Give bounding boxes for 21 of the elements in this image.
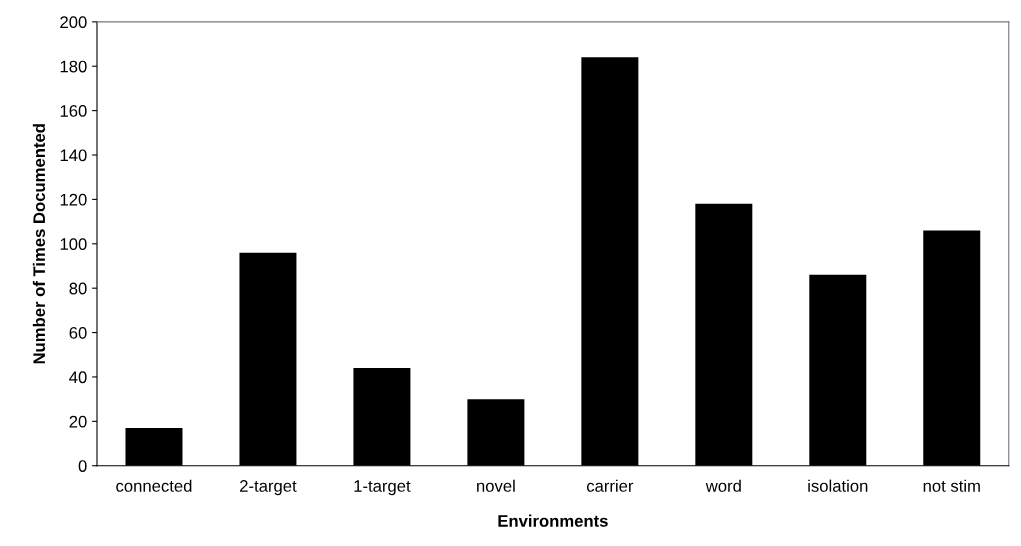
- x-tick-label: not stim: [923, 479, 980, 492]
- y-tick-label: 100: [60, 238, 87, 250]
- y-tick-label: 180: [60, 60, 87, 73]
- x-tick-label: novel: [477, 479, 515, 492]
- x-tick-label: carrier: [586, 479, 634, 492]
- x-tick-label: isolation: [808, 479, 868, 492]
- y-axis-title: Number of Times Documented: [32, 124, 46, 364]
- x-tick-label: 2-target: [240, 480, 297, 496]
- y-tick-label: 60: [69, 326, 87, 339]
- y-tick-label: 120: [60, 193, 87, 206]
- y-tick-label: 140: [60, 149, 87, 162]
- x-tick-label: word: [705, 479, 741, 492]
- x-tick-label: connected: [116, 479, 192, 492]
- y-tick-label: 200: [60, 16, 87, 29]
- y-tick-label: 40: [69, 371, 87, 384]
- x-axis-title: Environments: [498, 514, 608, 527]
- y-tick-label: 80: [69, 282, 87, 295]
- y-tick-label: 0: [78, 460, 87, 472]
- y-tick-label: 20: [69, 415, 87, 428]
- y-tick-label: 160: [60, 105, 87, 117]
- x-tick-label: 1-target: [354, 480, 411, 496]
